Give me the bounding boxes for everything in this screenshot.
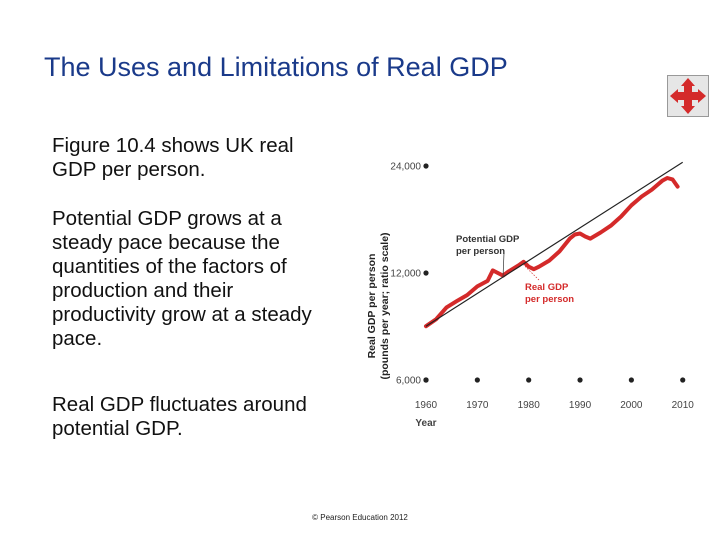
copyright-footer: © Pearson Education 2012 [312,513,408,522]
real-gdp-label: Real GDP per person [525,282,574,305]
y-tick-label: 12,000 [390,269,421,280]
potential-gdp-label: Potential GDP per person [456,234,520,257]
y-tick-label: 6,000 [396,376,421,387]
real-gdp-leader [523,264,540,281]
paragraph-real-gdp: Real GDP fluctuates around potential GDP… [52,393,307,440]
x-tick-dot [526,377,532,383]
x-tick-dot [628,377,634,383]
y-tick-label: 24,000 [390,162,421,173]
x-tick-dot [474,377,480,383]
four-way-arrows-icon[interactable] [667,75,709,117]
paragraph-figure-description: Figure 10.4 shows UK real GDP per person… [52,134,294,181]
x-axis-title: Year [415,418,436,429]
y-axis-title-line-1: Real GDP per person [366,254,378,359]
x-tick-label: 2010 [672,400,695,411]
x-tick-label: 1980 [518,400,541,411]
real-gdp-line [424,176,680,329]
x-tick-dot [577,377,583,383]
y-tick-dot [423,270,429,276]
potential-gdp-line [425,161,684,327]
x-tick-dot [680,377,686,383]
real-gdp-chart: Real GDP per person (pounds per year; ra… [366,161,695,430]
x-tick-label: 1970 [466,400,489,411]
paragraph-potential-gdp: Potential GDP grows at a steady pace bec… [52,207,312,350]
x-tick-label: 1960 [415,400,438,411]
y-axis-title-line-2: (pounds per year; ratio scale) [379,232,391,379]
x-tick-label: 1990 [569,400,592,411]
y-tick-dot [423,163,429,169]
x-tick-dot [423,377,429,383]
x-tick-label: 2000 [620,400,643,411]
slide-title: The Uses and Limitations of Real GDP [44,52,508,82]
potential-gdp-leader [502,252,505,278]
y-axis-title: Real GDP per person (pounds per year; ra… [366,232,391,379]
